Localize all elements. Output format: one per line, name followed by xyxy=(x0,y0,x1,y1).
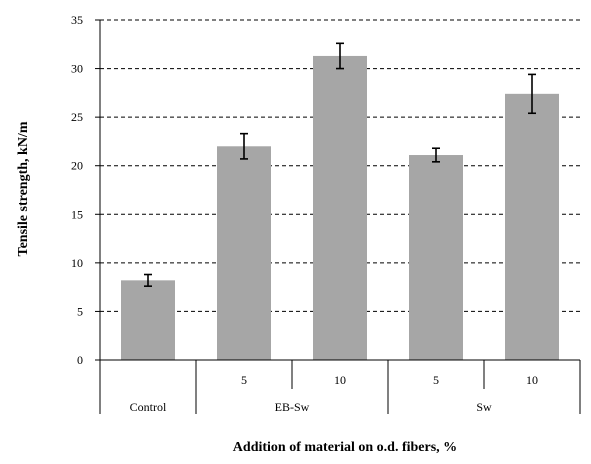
y-tick-label: 10 xyxy=(71,256,83,270)
bar xyxy=(121,280,175,360)
bar xyxy=(217,146,271,360)
x-group-label: Control xyxy=(130,400,167,414)
bar xyxy=(505,93,559,360)
x-category-label: 10 xyxy=(334,373,346,387)
bars xyxy=(121,55,559,360)
y-tick-label: 30 xyxy=(71,62,83,76)
y-tick-labels: 0 5 10 15 20 25 30 35 xyxy=(71,13,83,367)
x-category-label: 5 xyxy=(241,373,247,387)
y-tick-label: 35 xyxy=(71,13,83,27)
axes xyxy=(95,19,581,414)
x-axis-title: Addition of material on o.d. fibers, % xyxy=(233,440,457,455)
x-category-label: 10 xyxy=(526,373,538,387)
x-group-label: EB-Sw xyxy=(275,400,310,414)
y-tick-label: 5 xyxy=(77,304,83,318)
y-tick-label: 0 xyxy=(77,353,83,367)
x-category-label: 5 xyxy=(433,373,439,387)
y-tick-label: 25 xyxy=(71,110,83,124)
error-bars xyxy=(144,42,536,287)
y-axis-title: Tensile strength, kN/m xyxy=(16,121,31,256)
bar xyxy=(409,155,463,360)
x-category-labels: 5 10 5 10 Control EB-Sw Sw xyxy=(130,373,538,414)
x-group-label: Sw xyxy=(476,400,492,414)
bar xyxy=(313,55,367,360)
y-tick-label: 15 xyxy=(71,207,83,221)
y-tick-label: 20 xyxy=(71,159,83,173)
